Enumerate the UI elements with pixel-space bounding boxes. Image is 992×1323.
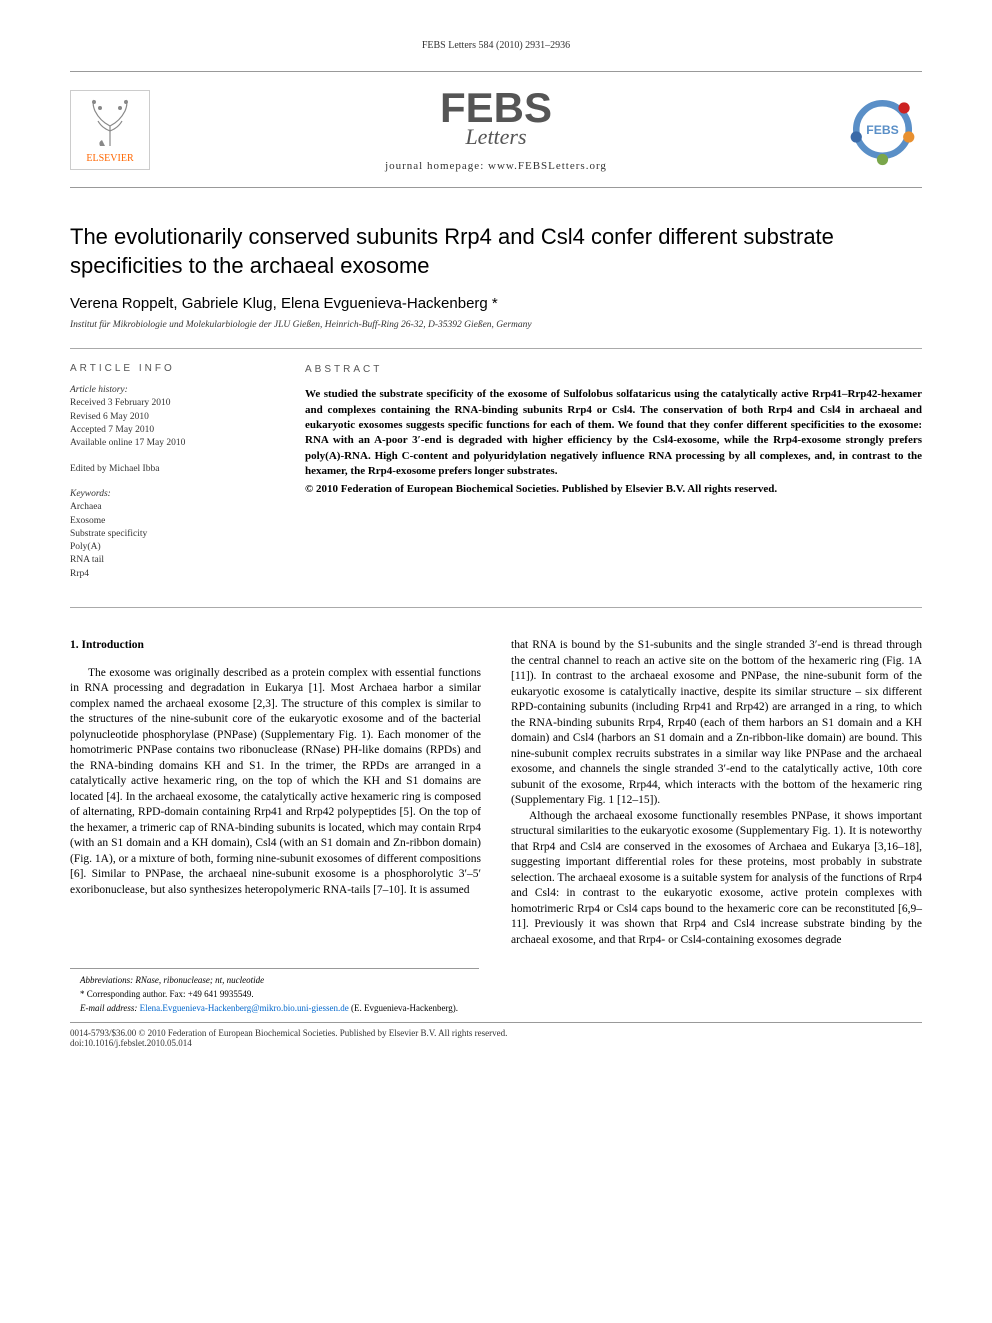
journal-homepage: journal homepage: www.FEBSLetters.org xyxy=(170,160,822,172)
febs-emblem: FEBS xyxy=(842,90,922,170)
history-item: Received 3 February 2010 xyxy=(70,397,270,410)
journal-logo-sub: Letters xyxy=(170,124,822,150)
left-column: 1. Introduction The exosome was original… xyxy=(70,638,481,948)
abstract-text: We studied the substrate specificity of … xyxy=(305,387,922,479)
affiliation: Institut für Mikrobiologie und Molekular… xyxy=(70,320,922,330)
febs-emblem-icon: FEBS xyxy=(845,92,920,167)
keyword-item: Exosome xyxy=(70,515,270,528)
article-history: Article history: Received 3 February 201… xyxy=(70,384,270,450)
keyword-item: Rrp4 xyxy=(70,568,270,581)
footnotes-block: Abbreviations: RNase, ribonuclease; nt, … xyxy=(70,968,479,1014)
body-paragraph: Although the archaeal exosome functional… xyxy=(511,809,922,949)
article-info-column: ARTICLE INFO Article history: Received 3… xyxy=(70,363,270,593)
svg-text:FEBS: FEBS xyxy=(866,123,898,137)
running-head: FEBS Letters 584 (2010) 2931–2936 xyxy=(70,40,922,51)
article-info-heading: ARTICLE INFO xyxy=(70,363,270,374)
keyword-item: Poly(A) xyxy=(70,541,270,554)
history-label: Article history: xyxy=(70,384,270,397)
footnote-corresponding: * Corresponding author. Fax: +49 641 993… xyxy=(70,989,479,1001)
abstract-copyright: © 2010 Federation of European Biochemica… xyxy=(305,482,922,497)
issn-line: 0014-5793/$36.00 © 2010 Federation of Eu… xyxy=(70,1028,922,1038)
elsevier-logo: ELSEVIER xyxy=(70,90,150,170)
history-item: Revised 6 May 2010 xyxy=(70,411,270,424)
journal-header: ELSEVIER FEBS Letters journal homepage: … xyxy=(70,71,922,188)
email-tail: (E. Evguenieva-Hackenberg). xyxy=(351,1003,458,1013)
keyword-item: Archaea xyxy=(70,501,270,514)
article-meta-block: ARTICLE INFO Article history: Received 3… xyxy=(70,348,922,608)
abstract-heading: ABSTRACT xyxy=(305,363,922,377)
email-link[interactable]: Elena.Evguenieva-Hackenberg@mikro.bio.un… xyxy=(140,1003,349,1013)
doi-line: doi:10.1016/j.febslet.2010.05.014 xyxy=(70,1038,922,1048)
article-title: The evolutionarily conserved subunits Rr… xyxy=(70,223,922,280)
footnote-email: E-mail address: Elena.Evguenieva-Hackenb… xyxy=(70,1003,479,1015)
history-item: Available online 17 May 2010 xyxy=(70,437,270,450)
publisher-name: ELSEVIER xyxy=(86,153,133,164)
authors-line: Verena Roppelt, Gabriele Klug, Elena Evg… xyxy=(70,295,922,312)
keywords-label: Keywords: xyxy=(70,488,270,501)
keywords-block: Keywords: Archaea Exosome Substrate spec… xyxy=(70,488,270,581)
edited-by: Edited by Michael Ibba xyxy=(70,463,270,476)
email-label: E-mail address: xyxy=(80,1003,137,1013)
keyword-item: RNA tail xyxy=(70,554,270,567)
bottom-copyright: 0014-5793/$36.00 © 2010 Federation of Eu… xyxy=(70,1022,922,1048)
body-columns: 1. Introduction The exosome was original… xyxy=(70,638,922,948)
journal-masthead: FEBS Letters journal homepage: www.FEBSL… xyxy=(170,87,822,172)
elsevier-tree-icon xyxy=(80,96,140,151)
footnote-abbrev: Abbreviations: RNase, ribonuclease; nt, … xyxy=(70,975,479,987)
body-paragraph: that RNA is bound by the S1-subunits and… xyxy=(511,638,922,809)
section-heading-intro: 1. Introduction xyxy=(70,638,481,654)
footnote-abbrev-text: Abbreviations: RNase, ribonuclease; nt, … xyxy=(80,975,264,985)
abstract-column: ABSTRACT We studied the substrate specif… xyxy=(305,363,922,593)
right-column: that RNA is bound by the S1-subunits and… xyxy=(511,638,922,948)
keyword-item: Substrate specificity xyxy=(70,528,270,541)
journal-logo-text: FEBS xyxy=(170,87,822,129)
history-item: Accepted 7 May 2010 xyxy=(70,424,270,437)
body-paragraph: The exosome was originally described as … xyxy=(70,666,481,899)
